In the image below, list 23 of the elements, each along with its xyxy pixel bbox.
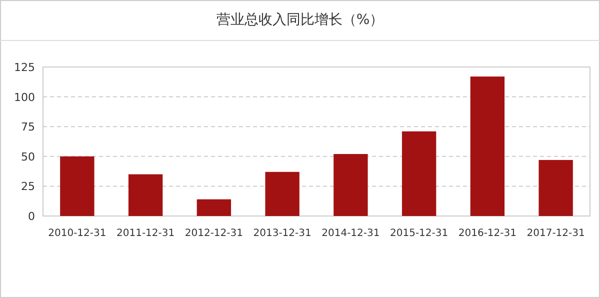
bar [538, 160, 573, 216]
x-tick-label: 2014-12-31 [322, 228, 380, 239]
y-tick-label: 0 [28, 210, 35, 223]
x-tick-label: 2010-12-31 [48, 228, 106, 239]
bar [470, 76, 505, 216]
y-tick-label: 25 [21, 180, 35, 194]
x-tick-label: 2017-12-31 [526, 228, 585, 239]
y-tick-label: 75 [21, 120, 35, 134]
bar [60, 156, 94, 216]
bar [128, 174, 163, 216]
x-tick-label: 2011-12-31 [116, 228, 175, 239]
chart-title: 营业总收入同比增长（%） [216, 12, 384, 28]
x-tick-label: 2012-12-31 [184, 228, 243, 239]
y-tick-label: 50 [21, 150, 35, 164]
x-tick-label: 2015-12-31 [390, 228, 448, 239]
bar [265, 172, 300, 216]
x-tick-label: 2013-12-31 [253, 228, 312, 239]
y-tick-label: 125 [14, 61, 35, 74]
bar [402, 131, 436, 216]
y-tick-label: 100 [14, 90, 35, 104]
x-tick-label: 2016-12-31 [458, 228, 516, 239]
bar [334, 154, 368, 216]
bar [196, 199, 232, 216]
